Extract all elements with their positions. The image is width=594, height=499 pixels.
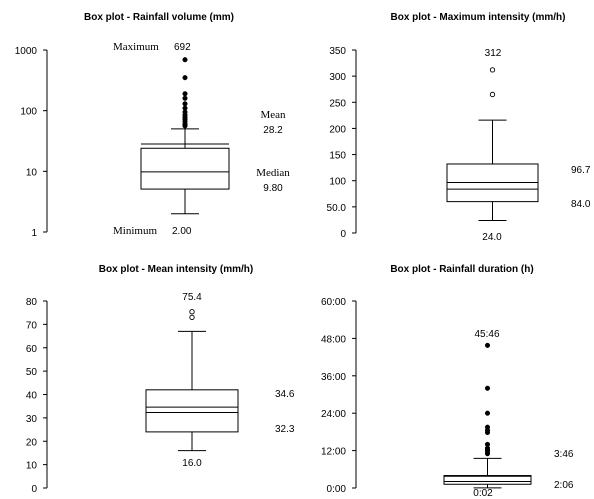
panel-mean-intensity: Box plot - Mean intensity (mm/h) 0 10 20…	[26, 264, 295, 495]
y-tick-label: 70	[26, 320, 38, 331]
y-tick-label: 20	[26, 437, 38, 448]
y-tick-label: 100	[20, 107, 37, 118]
panel-title: Box plot - Rainfall duration (h)	[390, 264, 533, 275]
panel-rainfall-duration: Box plot - Rainfall duration (h) 0:00 12…	[321, 264, 574, 499]
outlier-points	[484, 342, 491, 457]
interquartile-box	[145, 389, 239, 433]
y-tick-label: 0	[340, 229, 346, 240]
y-tick-label: 1000	[15, 46, 38, 57]
outlier-point	[182, 123, 188, 129]
panel-maximum-intensity: Box plot - Maximum intensity (mm/h) 0 50…	[327, 12, 591, 243]
y-tick-label: 50.0	[327, 203, 347, 214]
mean-value: 28.2	[263, 125, 283, 136]
outlier-point	[182, 91, 188, 97]
y-tick-label: 36:00	[321, 372, 346, 383]
outlier-point	[489, 67, 496, 73]
mean-value: 96.7	[571, 165, 591, 176]
y-tick-label: 40	[26, 391, 38, 402]
median-value: 9.80	[263, 183, 283, 194]
mean-value: 34.6	[275, 389, 295, 400]
y-tick-label: 30	[26, 414, 38, 425]
outlier-points	[189, 309, 195, 321]
outlier-point	[484, 429, 491, 436]
y-tick-label: 60	[26, 344, 38, 355]
y-tick-label: 0	[31, 484, 37, 495]
mean-value: 3:46	[554, 449, 574, 460]
maximum-value: 312	[485, 48, 502, 59]
panel-rainfall-volume: Box plot - Rainfall volume (mm) 1 10 100…	[15, 12, 291, 239]
maximum-value: 692	[174, 42, 191, 53]
y-tick-label: 60:00	[321, 297, 346, 308]
outlier-point	[182, 57, 188, 63]
y-tick-label: 80	[26, 297, 38, 308]
y-tick-label: 24:00	[321, 409, 346, 420]
outlier-point	[484, 385, 491, 391]
panel-title: Box plot - Maximum intensity (mm/h)	[390, 12, 565, 23]
y-tick-label: 150	[329, 151, 346, 162]
minimum-value: 16.0	[182, 458, 202, 469]
median-value: 84.0	[571, 199, 591, 210]
outlier-point	[489, 91, 496, 98]
minimum-value: 2.00	[172, 226, 192, 237]
y-tick-label: 250	[329, 98, 346, 109]
outlier-point	[189, 314, 195, 321]
mean-word: Mean	[260, 109, 286, 121]
outlier-points	[489, 67, 496, 98]
y-tick-label: 10	[26, 461, 38, 472]
outlier-point	[182, 95, 188, 101]
outlier-points	[182, 57, 188, 129]
median-value: 32.3	[275, 424, 295, 435]
maximum-word: Maximum	[113, 41, 159, 53]
interquartile-box	[443, 475, 532, 485]
y-tick-label: 1	[31, 228, 37, 239]
minimum-value: 0:02	[473, 488, 493, 499]
median-word: Median	[256, 167, 290, 179]
outlier-point	[189, 309, 195, 315]
maximum-value: 45:46	[474, 329, 499, 340]
minimum-word: Minimum	[113, 225, 157, 237]
interquartile-box	[140, 147, 230, 190]
outlier-point	[484, 410, 491, 416]
y-tick-label: 100	[329, 177, 346, 188]
outlier-point	[182, 101, 188, 107]
panel-title: Box plot - Mean intensity (mm/h)	[99, 264, 253, 275]
y-tick-label: 12:00	[321, 447, 346, 458]
outlier-point	[182, 75, 188, 81]
outlier-point	[484, 451, 491, 457]
y-tick-label: 0:00	[327, 484, 347, 495]
maximum-value: 75.4	[182, 292, 202, 303]
y-tick-label: 48:00	[321, 334, 346, 345]
y-tick-label: 350	[329, 46, 346, 57]
median-value: 2:06	[554, 480, 574, 491]
y-tick-label: 300	[329, 72, 346, 83]
minimum-value: 24.0	[482, 232, 502, 243]
y-tick-label: 50	[26, 367, 38, 378]
y-tick-label: 200	[329, 124, 346, 135]
panel-title: Box plot - Rainfall volume (mm)	[84, 12, 234, 23]
outlier-point	[484, 342, 491, 348]
y-tick-label: 10	[26, 167, 38, 178]
